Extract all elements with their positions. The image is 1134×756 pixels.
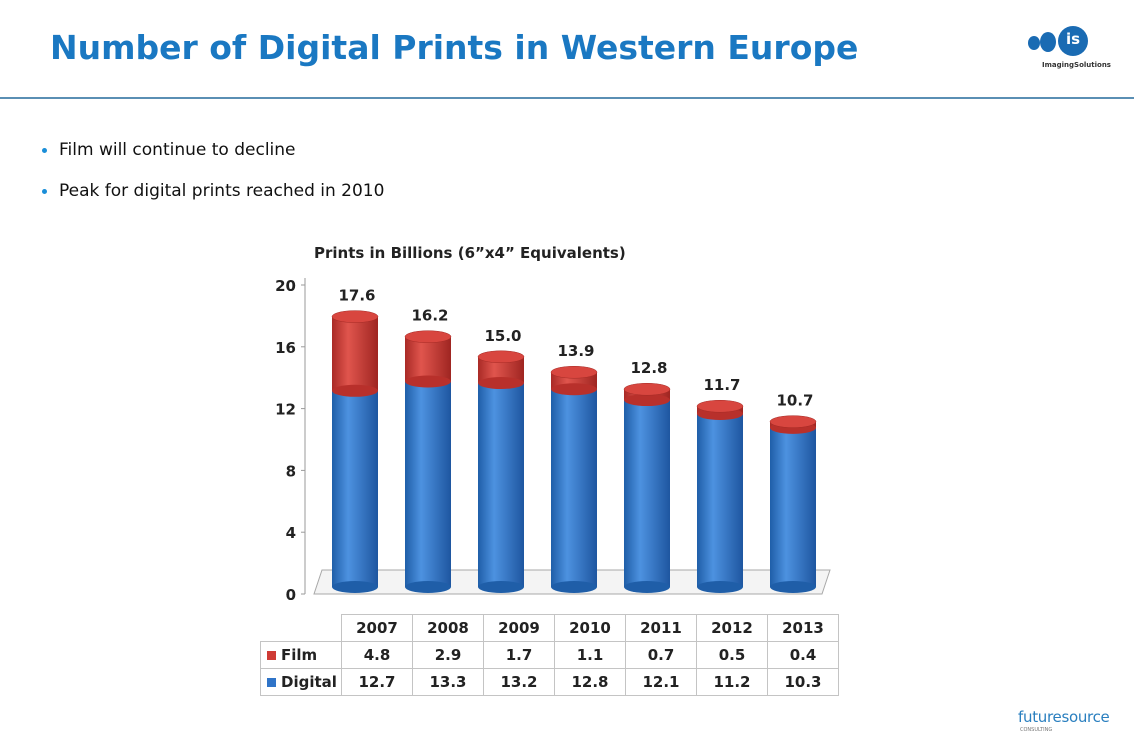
y-tick-label: 20 — [275, 277, 296, 295]
bar-total-label: 13.9 — [557, 342, 594, 360]
imaging-solutions-logo: is ImagingSolutions — [1026, 26, 1116, 74]
table-year: 2007 — [341, 614, 413, 642]
table-cell: 11.2 — [696, 668, 768, 696]
bar-digital-base — [478, 581, 524, 593]
y-tick-label: 4 — [286, 524, 296, 542]
bullet-list: Film will continue to decline Peak for d… — [42, 138, 384, 220]
table-year: 2013 — [767, 614, 839, 642]
bar-film-bottom — [332, 384, 378, 397]
bar-digital-base — [770, 581, 816, 593]
table-cell: 0.4 — [767, 641, 839, 669]
bar-digital-base — [697, 581, 743, 593]
table-year: 2009 — [483, 614, 555, 642]
title-divider — [0, 97, 1134, 99]
table-cell: 2.9 — [412, 641, 484, 669]
table-header-row: 2007 2008 2009 2010 2011 2012 2013 — [261, 614, 839, 642]
bar-digital — [332, 390, 378, 587]
bar-top-cap — [404, 330, 452, 343]
bullet-dot-icon — [42, 188, 47, 194]
bar-film-bottom — [478, 377, 524, 390]
bar-top-cap — [696, 399, 744, 413]
bar-digital — [478, 383, 524, 587]
bar-film-bottom — [624, 394, 670, 407]
bar-top-cap — [769, 415, 817, 428]
table-row-label: Digital — [260, 668, 342, 696]
table-row-label: Film — [260, 641, 342, 669]
table-cell: 4.8 — [341, 641, 413, 669]
bar-total-label: 12.8 — [630, 359, 667, 377]
table-row-film: Film 4.8 2.9 1.7 1.1 0.7 0.5 0.4 — [260, 641, 839, 669]
bar-digital — [405, 381, 451, 587]
table-cell: 13.2 — [483, 668, 555, 696]
bar-digital-base — [332, 581, 378, 593]
table-corner — [261, 615, 342, 642]
table-year: 2010 — [554, 614, 626, 642]
bar-digital — [624, 400, 670, 587]
table-cell: 0.7 — [625, 641, 697, 669]
bar-digital-base — [624, 581, 670, 593]
table-cell: 10.3 — [767, 668, 839, 696]
data-table: 2007 2008 2009 2010 2011 2012 2013 Film … — [260, 614, 839, 696]
bar-film — [405, 336, 451, 382]
table-row-digital: Digital 12.7 13.3 13.2 12.8 12.1 11.2 10… — [260, 668, 839, 696]
bar-total-label: 17.6 — [338, 287, 375, 305]
digital-legend-swatch-icon — [267, 678, 276, 687]
table-year: 2012 — [696, 614, 768, 642]
y-tick-label: 0 — [286, 586, 296, 604]
y-tick-label: 8 — [286, 462, 296, 480]
y-tick-label: 16 — [275, 339, 296, 357]
table-cell: 12.1 — [625, 668, 697, 696]
bullet-item: Peak for digital prints reached in 2010 — [42, 179, 384, 203]
table-cell: 12.8 — [554, 668, 626, 696]
bar-digital-base — [405, 581, 451, 593]
bar-top-cap — [331, 310, 379, 323]
bar-digital — [697, 413, 743, 587]
futuresource-logo: futuresource CONSULTING — [1018, 708, 1110, 733]
table-cell: 1.1 — [554, 641, 626, 669]
bar-top-cap — [623, 382, 671, 396]
table-cell: 12.7 — [341, 668, 413, 696]
bar-digital — [551, 389, 597, 587]
table-year: 2011 — [625, 614, 697, 642]
table-cell: 0.5 — [696, 641, 768, 669]
bar-film — [332, 316, 378, 391]
table-cell: 13.3 — [412, 668, 484, 696]
page-title: Number of Digital Prints in Western Euro… — [50, 28, 859, 67]
bar-total-label: 15.0 — [484, 327, 521, 345]
chart-title: Prints in Billions (6”x4” Equivalents) — [314, 244, 626, 262]
bar-total-label: 16.2 — [411, 307, 448, 325]
bar-total-label: 11.7 — [703, 376, 740, 394]
bar-film-bottom — [551, 383, 597, 396]
bar-total-label: 10.7 — [776, 392, 813, 410]
table-year: 2008 — [412, 614, 484, 642]
bar-digital — [770, 427, 816, 587]
table-cell: 1.7 — [483, 641, 555, 669]
bullet-dot-icon — [42, 147, 47, 153]
film-legend-swatch-icon — [267, 651, 276, 660]
bar-top-cap — [550, 365, 598, 379]
bar-top-cap — [477, 350, 525, 364]
bullet-item: Film will continue to decline — [42, 138, 384, 162]
bar-film-bottom — [405, 375, 451, 388]
y-tick-label: 12 — [275, 401, 296, 419]
bar-digital-base — [551, 581, 597, 593]
